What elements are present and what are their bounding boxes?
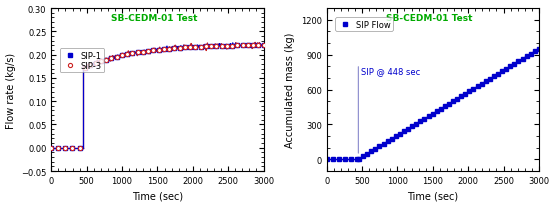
SIP Flow bbox=[341, 158, 348, 161]
SIP-1 bbox=[55, 147, 62, 149]
SIP-3 bbox=[62, 147, 69, 149]
SIP-3 bbox=[55, 147, 62, 149]
Text: SIP @ 448 sec: SIP @ 448 sec bbox=[361, 67, 421, 76]
SIP-1 bbox=[48, 147, 55, 149]
SIP-1 bbox=[69, 147, 76, 149]
Line: SIP-1: SIP-1 bbox=[49, 146, 81, 150]
SIP Flow bbox=[354, 158, 360, 161]
SIP-1 bbox=[62, 147, 69, 149]
Text: SB-CEDM-01 Test: SB-CEDM-01 Test bbox=[111, 14, 197, 23]
Text: SB-CEDM-01 Test: SB-CEDM-01 Test bbox=[386, 14, 472, 23]
Legend: SIP-1, SIP-3: SIP-1, SIP-3 bbox=[60, 49, 104, 73]
X-axis label: Time (sec): Time (sec) bbox=[132, 191, 183, 200]
SIP-3 bbox=[76, 147, 83, 149]
Legend: SIP Flow: SIP Flow bbox=[335, 18, 393, 32]
SIP Flow bbox=[329, 158, 336, 161]
Y-axis label: Flow rate (kg/s): Flow rate (kg/s) bbox=[6, 52, 16, 128]
X-axis label: Time (sec): Time (sec) bbox=[407, 191, 458, 200]
SIP-1 bbox=[76, 147, 83, 149]
Line: SIP Flow: SIP Flow bbox=[325, 158, 359, 161]
SIP Flow bbox=[335, 158, 342, 161]
SIP Flow bbox=[324, 158, 330, 161]
Line: SIP-3: SIP-3 bbox=[49, 146, 82, 150]
SIP-3 bbox=[69, 147, 76, 149]
SIP-3 bbox=[48, 147, 55, 149]
Y-axis label: Accumulated mass (kg): Accumulated mass (kg) bbox=[285, 33, 295, 147]
SIP Flow bbox=[347, 158, 354, 161]
